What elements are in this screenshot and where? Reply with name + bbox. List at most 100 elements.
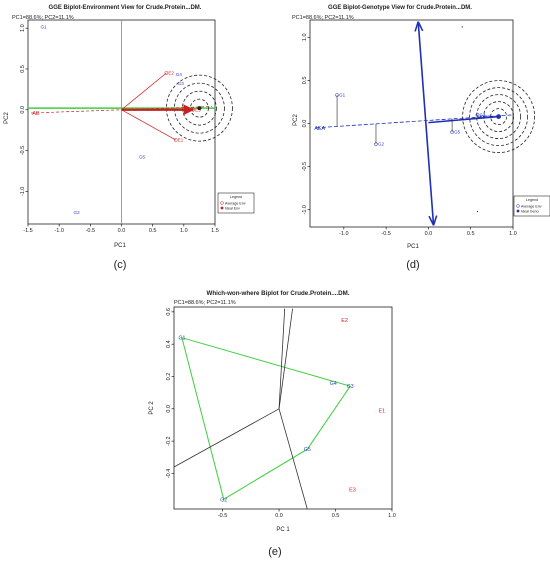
environment-point: [173, 138, 178, 142]
x-tick-label: 0.0: [118, 228, 126, 234]
genotype-label: G3: [178, 81, 185, 86]
concentric-circle: [174, 82, 225, 134]
panel-environment-view: GGE Biplot-Environment View for Crude.Pr…: [4, 5, 255, 271]
environment-label: E2: [341, 318, 348, 324]
environment-label: E2: [168, 71, 174, 76]
legend-title: Legend: [526, 198, 538, 202]
x-tick-label: -1.0: [54, 228, 63, 234]
environment-label: E3: [195, 107, 201, 112]
panel-label: (d): [406, 259, 419, 271]
sector-ray: [173, 408, 280, 468]
x-axis-label: PC1: [114, 243, 126, 249]
genotype-label: G2: [74, 210, 81, 215]
environment-label: E1: [378, 408, 385, 414]
genotype-label: G5: [139, 154, 146, 159]
concentric-circle: [490, 108, 508, 125]
y-tick-label: -0.5: [302, 162, 308, 171]
y-tick-label: 1.0: [302, 33, 308, 41]
x-tick-label: -1.5: [23, 228, 32, 234]
concentric-circle: [483, 101, 515, 132]
panel-which-won-where: Which-won-where Biplot for Crude.Protein…: [149, 290, 396, 558]
y-axis-label: PC2: [4, 112, 10, 124]
x-tick-label: 1.0: [509, 231, 517, 237]
environment-vector: [121, 109, 176, 141]
sector-ray: [278, 408, 308, 510]
legend-item: Average Env: [225, 201, 246, 205]
x-tick-label: 1.0: [388, 513, 396, 519]
legend-item: Ideal Env: [225, 206, 240, 210]
x-tick-label: 1.5: [211, 228, 219, 234]
y-tick-label: 0.5: [302, 77, 308, 85]
x-axis-label: PC1: [407, 244, 419, 250]
ideal-environment-point: [197, 106, 202, 111]
environment-label: E3: [349, 488, 356, 494]
chart-title: GGE Biplot-Genotype View for Crude.Prote…: [328, 5, 472, 11]
panel-label: (c): [114, 259, 127, 271]
genotype-label: G5: [304, 447, 311, 453]
concentric-circle: [166, 74, 233, 142]
genotype-label: G4: [330, 381, 337, 387]
x-axis-label: PC 1: [276, 527, 290, 533]
concentric-circle: [190, 98, 209, 118]
genotype-label: G2: [378, 142, 385, 147]
y-axis-label: PC 2: [149, 401, 155, 415]
genotype-point: [450, 130, 454, 134]
genotype-label: G3: [484, 114, 491, 119]
legend-item: Ideal Geno: [521, 209, 539, 213]
y-tick-label: 0.2: [166, 373, 172, 381]
plot-frame: [173, 306, 393, 510]
plot-frame: [309, 19, 514, 228]
panel-genotype-view: GGE Biplot-Genotype View for Crude.Prote…: [292, 5, 550, 271]
concentric-circle: [476, 94, 522, 139]
ata-arrow-up: [418, 23, 427, 124]
genotype-label: G2: [220, 497, 227, 503]
y-tick-label: -0.5: [20, 146, 26, 155]
sector-ray: [278, 308, 286, 409]
x-tick-label: 0.5: [332, 513, 340, 519]
y-tick-label: 0.6: [166, 308, 172, 316]
sector-ray: [278, 308, 293, 409]
ata-arrow-down: [425, 123, 434, 225]
genotype-label: G5: [454, 130, 461, 135]
concentric-circle: [469, 87, 529, 146]
chart-subtitle: PC1=88.6%; PC2=11.1%: [292, 15, 354, 21]
x-tick-label: 1.0: [180, 228, 188, 234]
y-tick-label: -0.2: [166, 436, 172, 445]
chart-title: GGE Biplot-Environment View for Crude.Pr…: [49, 5, 202, 11]
x-tick-label: 0.5: [467, 231, 475, 237]
x-tick-label: -0.5: [86, 228, 95, 234]
legend: Legend Average Env Ideal Geno: [513, 195, 550, 217]
x-tick-label: -0.5: [218, 513, 227, 519]
environment-point: [164, 71, 169, 75]
genotype-label: G1: [178, 336, 185, 342]
stray-mark: [476, 210, 479, 213]
x-tick-label: 0.0: [425, 231, 433, 237]
chart-subtitle: PC1=88.6%; PC2=11.1%: [174, 300, 236, 306]
convex-hull: [181, 336, 352, 501]
aea-label: AEA: [314, 126, 325, 132]
genotype-label: G1: [339, 93, 346, 98]
genotype-label: G4: [176, 72, 183, 77]
y-tick-label: 0.0: [20, 106, 26, 114]
y-axis-label: PC2: [293, 114, 299, 126]
y-tick-label: -1.0: [20, 187, 26, 196]
panel-label: (e): [268, 546, 281, 558]
average-env-vector: [428, 115, 499, 124]
y-tick-label: -0.4: [166, 469, 172, 478]
environment-label: E1: [178, 137, 184, 142]
concentric-circle: [462, 80, 536, 153]
chart-subtitle: PC1=88.6%; PC2=11.1%: [12, 15, 74, 21]
aec-label: AE: [32, 111, 40, 117]
environment-point: [191, 107, 196, 112]
legend: Legend Average Env Ideal Env: [217, 192, 255, 214]
genotype-label: G3: [347, 384, 354, 390]
genotype-point: [335, 93, 339, 97]
chart-title: Which-won-where Biplot for Crude.Protein…: [207, 290, 350, 297]
x-tick-label: 0.5: [149, 228, 157, 234]
x-tick-label: -1.0: [339, 231, 348, 237]
y-tick-label: 0.0: [302, 120, 308, 128]
concentric-circle: [182, 90, 217, 126]
genotype-point: [374, 142, 378, 147]
legend-title: Legend: [230, 195, 242, 199]
